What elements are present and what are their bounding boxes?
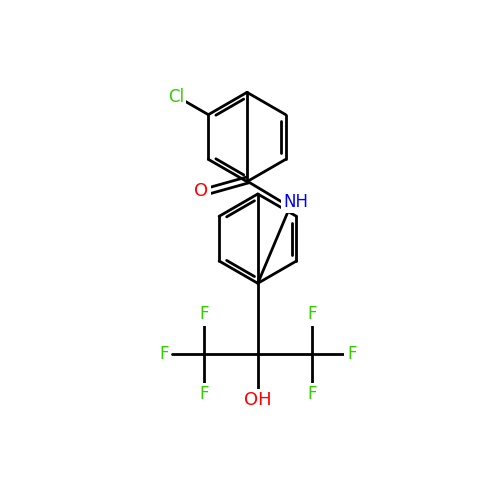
Text: O: O bbox=[194, 182, 208, 200]
Text: Cl: Cl bbox=[168, 88, 184, 106]
Text: F: F bbox=[199, 385, 208, 403]
Text: NH: NH bbox=[284, 192, 309, 210]
Text: OH: OH bbox=[244, 392, 272, 409]
Text: F: F bbox=[307, 305, 316, 323]
Text: F: F bbox=[199, 305, 208, 323]
Text: F: F bbox=[159, 345, 168, 363]
Text: F: F bbox=[307, 385, 316, 403]
Text: F: F bbox=[347, 345, 356, 363]
